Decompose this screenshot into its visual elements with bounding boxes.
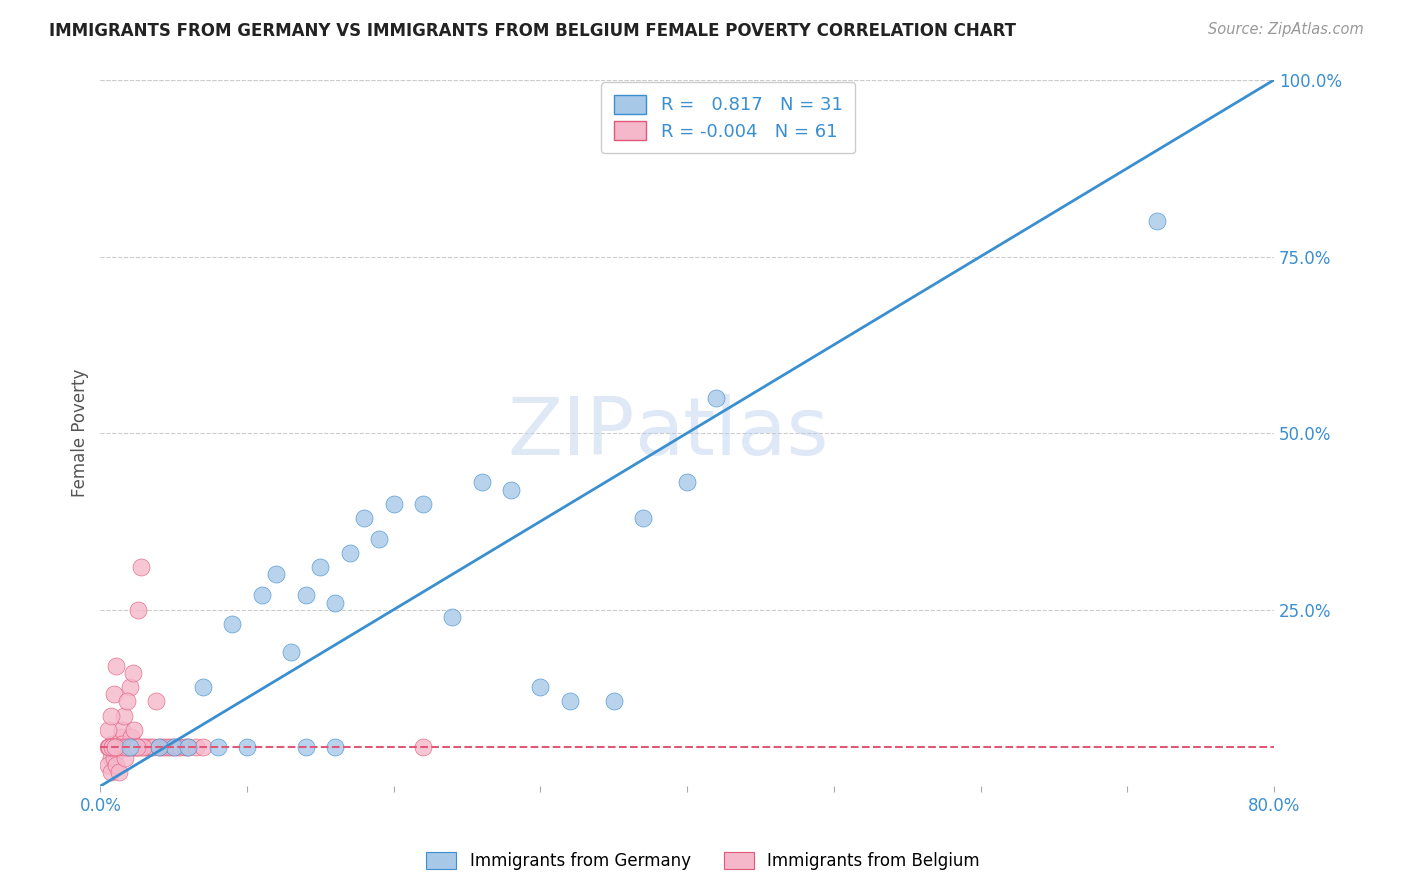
Point xyxy=(412,497,434,511)
Point xyxy=(101,737,124,751)
Point xyxy=(114,751,136,765)
Point xyxy=(105,758,128,772)
Point xyxy=(153,740,176,755)
Point xyxy=(110,730,132,744)
Point xyxy=(100,751,122,765)
Point xyxy=(115,694,138,708)
Point xyxy=(118,740,141,755)
Point xyxy=(121,740,143,755)
Point xyxy=(115,740,138,755)
Point xyxy=(104,740,127,755)
Point xyxy=(125,740,148,755)
Point xyxy=(132,740,155,755)
Point xyxy=(97,758,120,772)
Point xyxy=(207,740,229,755)
Point xyxy=(134,740,156,755)
Point xyxy=(145,694,167,708)
Point xyxy=(104,740,127,755)
Legend: Immigrants from Germany, Immigrants from Belgium: Immigrants from Germany, Immigrants from… xyxy=(419,845,987,877)
Point xyxy=(266,567,288,582)
Point xyxy=(122,723,145,737)
Point xyxy=(150,740,173,755)
Point xyxy=(191,740,214,755)
Point xyxy=(339,546,361,560)
Point xyxy=(676,475,699,490)
Point xyxy=(471,475,494,490)
Point xyxy=(163,740,186,755)
Point xyxy=(120,730,142,744)
Point xyxy=(115,740,138,755)
Point xyxy=(108,764,131,779)
Point xyxy=(97,723,120,737)
Point xyxy=(124,740,146,755)
Point xyxy=(368,532,391,546)
Text: IMMIGRANTS FROM GERMANY VS IMMIGRANTS FROM BELGIUM FEMALE POVERTY CORRELATION CH: IMMIGRANTS FROM GERMANY VS IMMIGRANTS FR… xyxy=(49,22,1017,40)
Point xyxy=(309,560,332,574)
Point xyxy=(412,740,434,755)
Point xyxy=(100,764,122,779)
Text: atlas: atlas xyxy=(634,394,828,472)
Legend: R =   0.817   N = 31, R = -0.004   N = 61: R = 0.817 N = 31, R = -0.004 N = 61 xyxy=(602,82,855,153)
Point xyxy=(323,740,346,755)
Text: Source: ZipAtlas.com: Source: ZipAtlas.com xyxy=(1208,22,1364,37)
Point xyxy=(125,740,148,755)
Point xyxy=(706,391,728,405)
Point xyxy=(250,589,273,603)
Point xyxy=(98,740,121,755)
Point xyxy=(184,740,207,755)
Point xyxy=(103,687,125,701)
Point xyxy=(1146,214,1168,228)
Point xyxy=(631,510,654,524)
Point xyxy=(142,740,165,755)
Point xyxy=(221,616,243,631)
Point xyxy=(128,602,150,616)
Point xyxy=(131,560,153,574)
Point xyxy=(166,740,188,755)
Point xyxy=(501,483,523,497)
Point xyxy=(103,751,125,765)
Point xyxy=(159,740,181,755)
Point xyxy=(112,708,135,723)
Point xyxy=(280,645,302,659)
Point xyxy=(169,740,191,755)
Y-axis label: Female Poverty: Female Poverty xyxy=(72,369,89,497)
Point xyxy=(353,510,375,524)
Point xyxy=(97,740,120,755)
Point xyxy=(156,740,179,755)
Point xyxy=(139,740,162,755)
Point xyxy=(323,595,346,609)
Point xyxy=(107,740,129,755)
Point xyxy=(136,740,159,755)
Text: ZIP: ZIP xyxy=(508,394,634,472)
Point xyxy=(163,740,186,755)
Point xyxy=(529,680,551,694)
Point xyxy=(98,740,121,755)
Point xyxy=(100,708,122,723)
Point xyxy=(191,680,214,694)
Point xyxy=(129,740,152,755)
Point xyxy=(236,740,259,755)
Point xyxy=(294,740,316,755)
Point xyxy=(177,740,200,755)
Point xyxy=(107,740,129,755)
Point xyxy=(603,694,626,708)
Point xyxy=(112,740,135,755)
Point xyxy=(104,740,127,755)
Point xyxy=(382,497,405,511)
Point xyxy=(105,659,128,673)
Point xyxy=(101,740,124,755)
Point xyxy=(294,589,316,603)
Point xyxy=(118,680,141,694)
Point xyxy=(177,740,200,755)
Point xyxy=(558,694,581,708)
Point xyxy=(148,740,170,755)
Point xyxy=(174,740,197,755)
Point xyxy=(121,666,143,681)
Point xyxy=(441,609,464,624)
Point xyxy=(148,740,170,755)
Point xyxy=(111,737,134,751)
Point xyxy=(117,740,139,755)
Point xyxy=(101,740,124,755)
Point xyxy=(111,723,134,737)
